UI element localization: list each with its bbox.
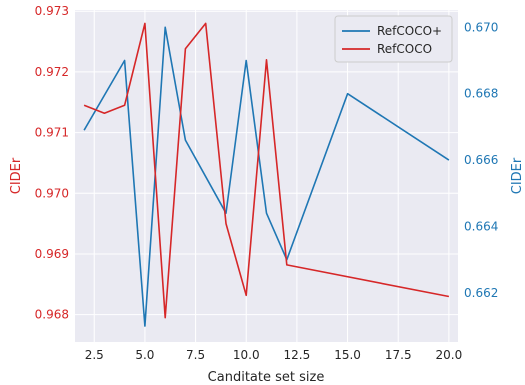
y-right-tick-label: 0.664 (464, 219, 498, 233)
x-axis-ticks: 2.5 5.0 7.5 10.0 12.5 15.0 17.5 20.0 (85, 348, 463, 362)
y-axis-left-label: CIDEr (9, 157, 24, 194)
y-right-tick-label: 0.662 (464, 286, 498, 300)
x-tick-label: 7.5 (186, 348, 205, 362)
series-line-refcoco (83, 22, 450, 319)
y-right-tick-label: 0.670 (464, 20, 498, 34)
legend-box (334, 15, 453, 63)
series-line-refcoco-plus (83, 26, 450, 327)
grid (75, 10, 458, 342)
y-right-tick-label: 0.666 (464, 153, 498, 167)
series-layer (83, 22, 450, 327)
y-axis-left-ticks: 0.968 0.969 0.970 0.971 0.972 0.973 (35, 4, 69, 321)
x-tick-label: 10.0 (233, 348, 260, 362)
y-left-tick-label: 0.973 (35, 4, 69, 18)
y-right-tick-label: 0.668 (464, 87, 498, 101)
x-tick-label: 12.5 (284, 348, 311, 362)
y-axis-right-ticks: 0.662 0.664 0.666 0.668 0.670 (464, 20, 498, 300)
legend-label-refcoco-plus: RefCOCO+ (377, 24, 442, 38)
x-tick-label: 17.5 (385, 348, 412, 362)
legend-label-refcoco: RefCOCO (377, 42, 432, 56)
x-tick-label: 20.0 (436, 348, 463, 362)
x-tick-label: 5.0 (135, 348, 154, 362)
x-tick-label: 15.0 (334, 348, 361, 362)
y-axis-right-label: CIDEr (510, 157, 525, 194)
y-left-tick-label: 0.969 (35, 247, 69, 261)
y-left-tick-label: 0.970 (35, 186, 69, 200)
y-left-tick-label: 0.968 (35, 308, 69, 322)
x-tick-label: 2.5 (85, 348, 104, 362)
legend: RefCOCO+ RefCOCO (334, 15, 453, 63)
y-left-tick-label: 0.971 (35, 126, 69, 140)
x-axis-label: Canditate set size (208, 370, 325, 385)
y-left-tick-label: 0.972 (35, 65, 69, 79)
